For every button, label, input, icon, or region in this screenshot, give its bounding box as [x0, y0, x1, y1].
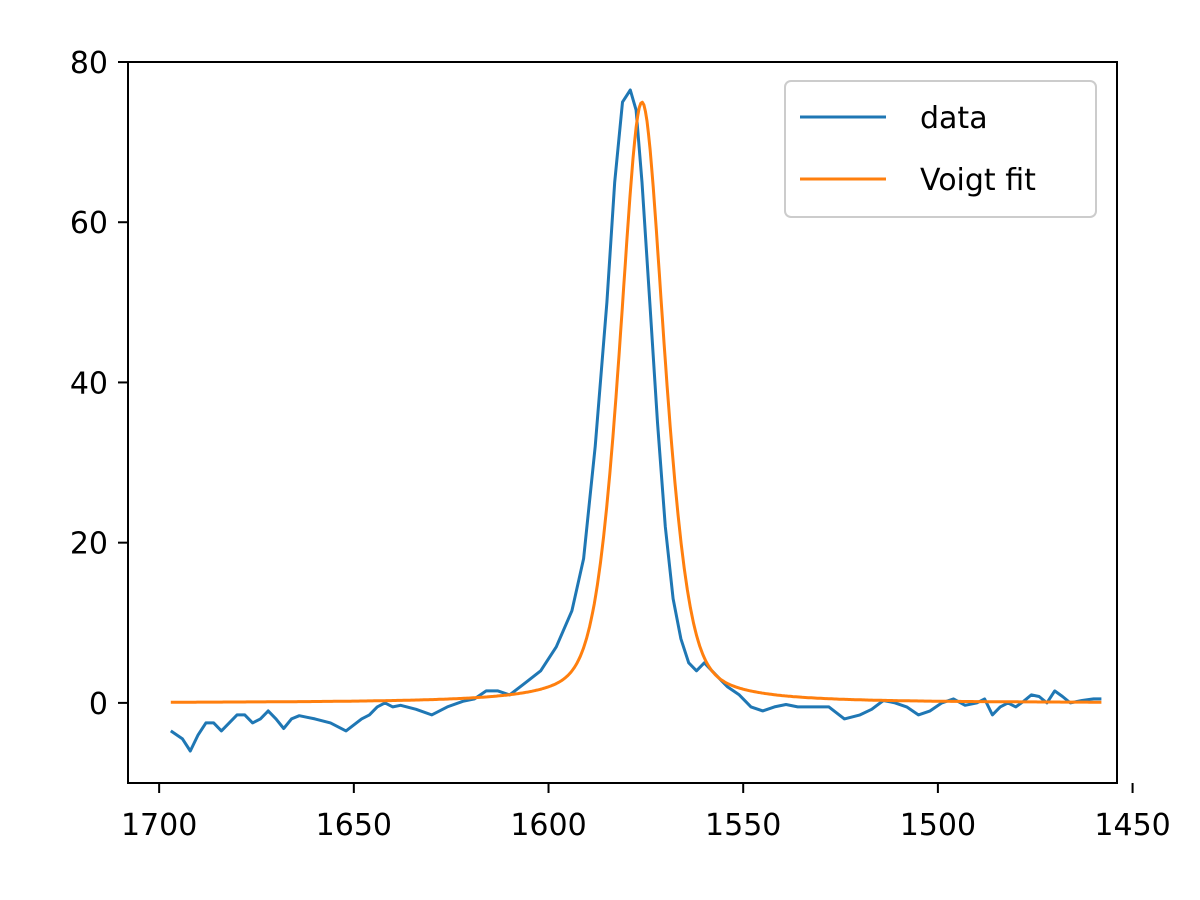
plot-frame	[127, 61, 1118, 784]
legend: data Voigt fit	[784, 80, 1097, 218]
x-tick-label: 1450	[1094, 808, 1170, 843]
series-line-voigt-fit	[170, 100, 1102, 704]
series-line-data	[169, 88, 1102, 753]
x-tick-label: 1550	[705, 808, 781, 843]
y-tick-label: 0	[89, 687, 108, 722]
legend-label-data: data	[920, 101, 988, 136]
y-tick-label: 40	[70, 366, 108, 401]
x-tick-label: 1700	[121, 808, 197, 843]
legend-label-voigt-fit: Voigt fit	[920, 163, 1036, 198]
x-tick-label: 1500	[900, 808, 976, 843]
legend-box	[784, 80, 1097, 218]
y-axis: 0 20 40 60 80	[70, 46, 128, 722]
y-tick-label: 60	[70, 206, 108, 241]
y-tick-label: 20	[70, 527, 108, 562]
x-axis: 1700 1650 1600 1550 1500 1450	[121, 783, 1171, 843]
y-tick-label: 80	[70, 46, 108, 81]
x-tick-label: 1600	[510, 808, 586, 843]
series-layer	[169, 88, 1102, 753]
x-tick-label: 1650	[316, 808, 392, 843]
